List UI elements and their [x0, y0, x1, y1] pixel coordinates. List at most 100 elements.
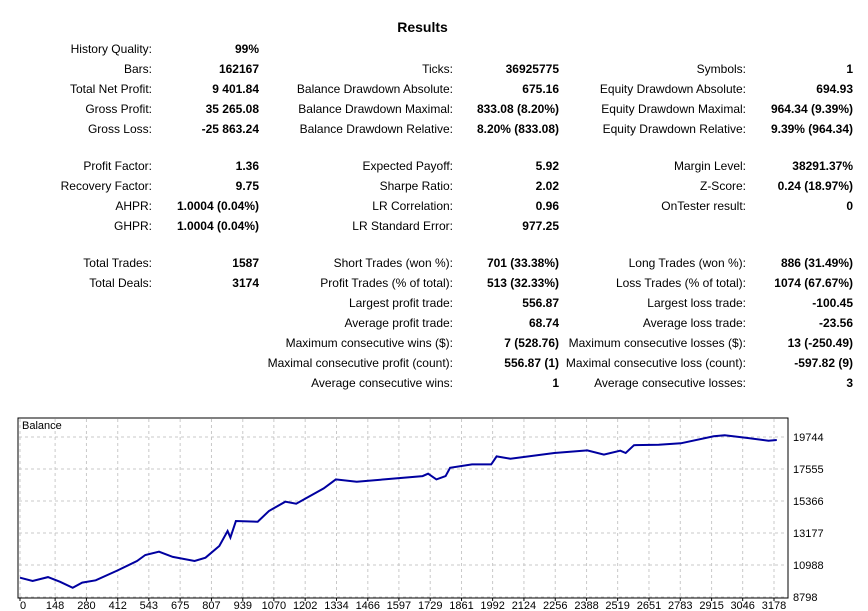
- x-tick-label: 1466: [356, 600, 380, 611]
- stat-value: 1.36: [235, 159, 259, 173]
- x-tick-label: 1334: [324, 600, 348, 611]
- stat-value: -100.45: [812, 296, 853, 310]
- x-tick-label: 2915: [699, 600, 723, 611]
- stat-label: LR Correlation:: [372, 199, 453, 213]
- stat-label: Maximum consecutive wins ($):: [285, 336, 453, 350]
- stat-label: AHPR:: [115, 199, 152, 213]
- stat-label: LR Standard Error:: [352, 219, 453, 233]
- stat-label: Balance Drawdown Absolute:: [296, 82, 453, 96]
- stat-label: Short Trades (won %):: [333, 256, 453, 270]
- x-tick-label: 2388: [574, 600, 598, 611]
- x-tick-label: 1597: [387, 600, 411, 611]
- stat-value: 1: [846, 62, 853, 76]
- stat-value: 1.0004 (0.04%): [176, 199, 259, 213]
- stat-label: Largest profit trade:: [348, 296, 453, 310]
- stat-value: 513 (32.33%): [486, 276, 559, 290]
- stat-label: Z-Score:: [699, 179, 746, 193]
- stat-label: Equity Drawdown Relative:: [602, 122, 746, 136]
- x-tick-label: 675: [171, 600, 189, 611]
- stat-label: Expected Payoff:: [362, 159, 453, 173]
- stat-value: 9.39% (964.34): [770, 122, 853, 136]
- stat-label: Total Deals:: [89, 276, 152, 290]
- stat-label: Equity Drawdown Absolute:: [599, 82, 746, 96]
- stat-label: History Quality:: [70, 42, 152, 56]
- stat-label: Maximal consecutive profit (count):: [267, 356, 453, 370]
- stat-value: 964.34 (9.39%): [770, 102, 853, 116]
- stat-label: Maximal consecutive loss (count):: [565, 356, 746, 370]
- stat-value: 8.20% (833.08): [476, 122, 559, 136]
- stat-label: Average loss trade:: [642, 316, 746, 330]
- stat-label: Balance Drawdown Maximal:: [298, 102, 453, 116]
- stat-value: 1: [552, 376, 559, 390]
- stat-label: Long Trades (won %):: [628, 256, 746, 270]
- stat-value: 977.25: [522, 219, 559, 233]
- stat-value: 833.08 (8.20%): [476, 102, 559, 116]
- stat-value: 701 (33.38%): [486, 256, 559, 270]
- stat-value: 9.75: [235, 179, 259, 193]
- stat-label: Gross Loss:: [87, 122, 152, 136]
- x-tick-label: 280: [77, 600, 95, 611]
- y-tick-label: 19744: [793, 432, 824, 444]
- x-tick-label: 2124: [512, 600, 536, 611]
- x-tick-label: 3178: [762, 600, 786, 611]
- balance-series-line: [19, 434, 777, 589]
- stat-label: Average consecutive losses:: [594, 376, 746, 390]
- x-tick-label: 1729: [418, 600, 442, 611]
- stat-value: 7 (528.76): [504, 336, 559, 350]
- y-tick-label: 15366: [793, 496, 824, 508]
- x-tick-label: 807: [202, 600, 220, 611]
- stat-value: 1074 (67.67%): [774, 276, 853, 290]
- y-tick-label: 17555: [793, 464, 824, 476]
- stat-value: 694.93: [816, 82, 853, 96]
- y-tick-label: 8798: [793, 592, 817, 604]
- chart-frame: [17, 417, 789, 599]
- stat-value: -23.56: [818, 316, 853, 330]
- stat-label: GHPR:: [113, 219, 152, 233]
- stat-label: Largest loss trade:: [647, 296, 746, 310]
- stat-value: 1587: [232, 256, 259, 270]
- x-tick-label: 412: [109, 600, 127, 611]
- stat-value: 3: [846, 376, 853, 390]
- stat-label: Equity Drawdown Maximal:: [601, 102, 746, 116]
- stat-label: Total Net Profit:: [69, 82, 152, 96]
- stat-label: Sharpe Ratio:: [379, 179, 453, 193]
- stat-value: 68.74: [528, 316, 559, 330]
- x-tick-label: 939: [234, 600, 252, 611]
- stat-value: 99%: [234, 42, 259, 56]
- stat-label: Loss Trades (% of total):: [615, 276, 746, 290]
- stat-label: Profit Factor:: [83, 159, 152, 173]
- stat-value: 3174: [232, 276, 259, 290]
- stat-label: Recovery Factor:: [60, 179, 152, 193]
- x-tick-label: 1992: [480, 600, 504, 611]
- stat-label: Profit Trades (% of total):: [320, 276, 453, 290]
- stat-label: Gross Profit:: [85, 102, 152, 116]
- stat-value: 5.92: [535, 159, 559, 173]
- results-title: Results: [397, 19, 448, 35]
- x-tick-label: 2783: [668, 600, 692, 611]
- stat-value: 38291.37%: [792, 159, 853, 173]
- y-tick-label: 13177: [793, 528, 824, 540]
- stat-label: OnTester result:: [661, 199, 746, 213]
- x-tick-label: 1070: [262, 600, 286, 611]
- stat-value: 556.87: [522, 296, 559, 310]
- chart-title: Balance: [22, 420, 62, 432]
- stat-label: Maximum consecutive losses ($):: [568, 336, 746, 350]
- x-tick-label: 0: [20, 600, 26, 611]
- stat-value: 1.0004 (0.04%): [176, 219, 259, 233]
- stat-value: 556.87 (1): [504, 356, 559, 370]
- x-tick-label: 148: [46, 600, 64, 611]
- stat-value: 2.02: [535, 179, 559, 193]
- stat-value: 13 (-250.49): [787, 336, 853, 350]
- y-tick-label: 10988: [793, 560, 824, 572]
- balance-chart: Balance 0 148 280 412 543 675 807 939 1070 1202 13…: [17, 417, 824, 611]
- stat-label: Average consecutive wins:: [311, 376, 453, 390]
- stat-value: 36925775: [505, 62, 559, 76]
- x-tick-label: 543: [140, 600, 158, 611]
- stat-label: Balance Drawdown Relative:: [299, 122, 453, 136]
- stat-label: Average profit trade:: [344, 316, 453, 330]
- stat-value: 162167: [218, 62, 259, 76]
- x-tick-label: 3046: [730, 600, 754, 611]
- stat-label: Symbols:: [696, 62, 746, 76]
- x-tick-label: 2651: [637, 600, 661, 611]
- x-tick-label: 1202: [293, 600, 317, 611]
